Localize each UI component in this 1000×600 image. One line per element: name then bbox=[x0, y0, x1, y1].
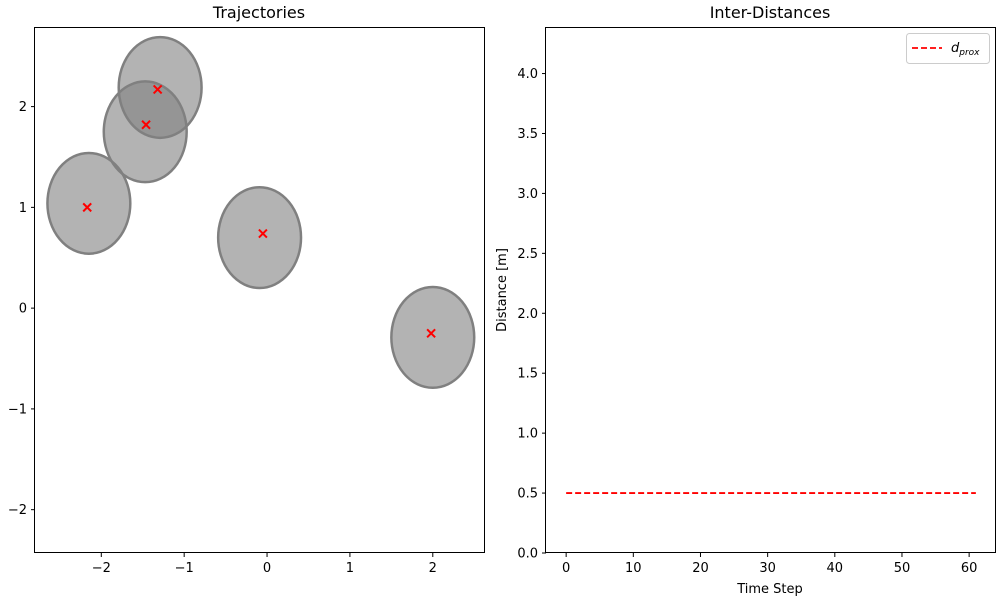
trajectories-panel: Trajectories −2 −1 0 1 2 −2 −1 0 1 2 bbox=[8, 3, 485, 576]
y-ticks: −2 −1 0 1 2 bbox=[8, 100, 35, 518]
y-tick-label-8: 4.0 bbox=[517, 67, 538, 82]
y-tick-label-7: 3.5 bbox=[517, 127, 538, 142]
x-tick-label-4: 2 bbox=[429, 561, 437, 576]
y-tick-label-1: 0.5 bbox=[517, 487, 538, 502]
y-tick-label-0: −2 bbox=[8, 503, 27, 518]
y-tick-label-0: 0.0 bbox=[517, 547, 538, 562]
trajectories-title: Trajectories bbox=[212, 3, 305, 22]
x-tick-label-4: 40 bbox=[827, 561, 844, 576]
y-ticks: 0.0 0.5 1.0 1.5 2.0 2.5 3.0 3.5 4.0 bbox=[517, 67, 546, 562]
x-tick-label-2: 0 bbox=[263, 561, 271, 576]
x-tick-label-1: −1 bbox=[175, 561, 194, 576]
inter-distances-frame bbox=[545, 27, 996, 553]
agent-disks bbox=[46, 35, 476, 389]
x-axis-label: Time Step bbox=[736, 582, 803, 597]
y-tick-label-4: 2 bbox=[19, 100, 27, 115]
agent-marker-3 bbox=[258, 228, 268, 239]
agent-disk-0 bbox=[46, 151, 132, 255]
trajectories-frame bbox=[34, 27, 485, 553]
inter-distances-title: Inter-Distances bbox=[710, 3, 831, 22]
agent-marker-4 bbox=[426, 328, 436, 339]
x-ticks: −2 −1 0 1 2 bbox=[92, 553, 437, 576]
x-tick-label-0: 0 bbox=[562, 561, 570, 576]
y-tick-label-4: 2.0 bbox=[517, 307, 538, 322]
agent-marker-2 bbox=[152, 84, 163, 95]
x-tick-label-2: 20 bbox=[692, 561, 709, 576]
y-tick-label-1: −1 bbox=[8, 402, 27, 417]
legend: dprox bbox=[906, 33, 990, 64]
y-tick-label-2: 0 bbox=[19, 302, 27, 317]
agent-markers bbox=[82, 84, 436, 339]
legend-label-subscript: prox bbox=[958, 48, 980, 58]
y-tick-label-5: 2.5 bbox=[517, 247, 538, 262]
legend-label: dprox bbox=[951, 41, 980, 58]
x-tick-label-6: 60 bbox=[961, 561, 978, 576]
x-ticks: 0 10 20 30 40 50 60 bbox=[562, 553, 977, 576]
legend-box bbox=[906, 33, 990, 64]
x-tick-label-1: 10 bbox=[625, 561, 642, 576]
inter-distances-panel: Inter-Distances 0 10 20 30 40 50 60 0.0 0.5 1.0 1… bbox=[495, 3, 996, 597]
x-tick-label-5: 50 bbox=[894, 561, 911, 576]
y-tick-label-3: 1 bbox=[19, 201, 27, 216]
agent-marker-1 bbox=[141, 120, 151, 130]
agent-disk-4 bbox=[390, 285, 476, 389]
x-tick-label-3: 30 bbox=[759, 561, 776, 576]
y-tick-label-3: 1.5 bbox=[517, 367, 538, 382]
y-axis-label: Distance [m] bbox=[495, 248, 510, 332]
x-tick-label-3: 1 bbox=[346, 561, 354, 576]
agent-marker-0 bbox=[82, 202, 92, 213]
y-tick-label-6: 3.0 bbox=[517, 187, 538, 202]
y-tick-label-2: 1.0 bbox=[517, 427, 538, 442]
x-tick-label-0: −2 bbox=[92, 561, 111, 576]
legend-label-main: d bbox=[951, 41, 960, 56]
